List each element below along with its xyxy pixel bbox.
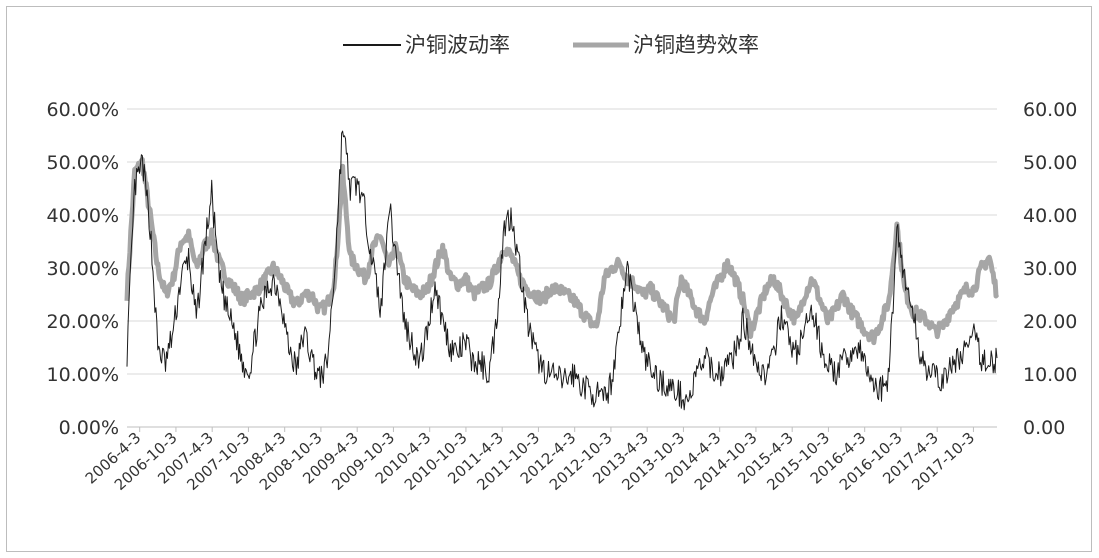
- right-tick-label: 50.00: [1023, 152, 1077, 174]
- right-tick-label: 40.00: [1023, 205, 1077, 227]
- left-tick-label: 50.00%: [47, 152, 119, 174]
- right-tick-label: 20.00: [1023, 311, 1077, 333]
- left-tick-label: 60.00%: [47, 99, 119, 121]
- series-line-trend-efficiency: [124, 157, 1000, 346]
- left-tick-label: 20.00%: [47, 311, 119, 333]
- legend-label-trend-efficiency: 沪铜趋势效率: [633, 33, 759, 57]
- right-tick-label: 0.00: [1023, 417, 1065, 439]
- chart-frame: 沪铜波动率 沪铜趋势效率 0.00% 10.00% 20.00% 30.00% 40.0…: [6, 6, 1092, 552]
- right-axis: 0.00 10.00 20.00 30.00 40.00 50.00 60.00: [1023, 99, 1077, 439]
- series: [124, 130, 1000, 411]
- left-tick-label: 30.00%: [47, 258, 119, 280]
- x-axis: 2006-4-32006-10-32007-4-32007-10-32008-4…: [82, 427, 978, 494]
- left-axis: 0.00% 10.00% 20.00% 30.00% 40.00% 50.00% 60.00…: [47, 99, 119, 439]
- left-tick-label: 10.00%: [47, 364, 119, 386]
- legend-label-volatility: 沪铜波动率: [405, 33, 510, 57]
- chart-canvas: 沪铜波动率 沪铜趋势效率 0.00% 10.00% 20.00% 30.00% 40.0…: [47, 33, 1078, 494]
- left-tick-label: 0.00%: [59, 417, 119, 439]
- legend: 沪铜波动率 沪铜趋势效率: [343, 33, 759, 57]
- right-tick-label: 60.00: [1023, 99, 1077, 121]
- left-tick-label: 40.00%: [47, 205, 119, 227]
- series-line-volatility: [126, 130, 998, 411]
- grid-lines: [127, 108, 997, 428]
- right-tick-label: 30.00: [1023, 258, 1077, 280]
- right-tick-label: 10.00: [1023, 364, 1077, 386]
